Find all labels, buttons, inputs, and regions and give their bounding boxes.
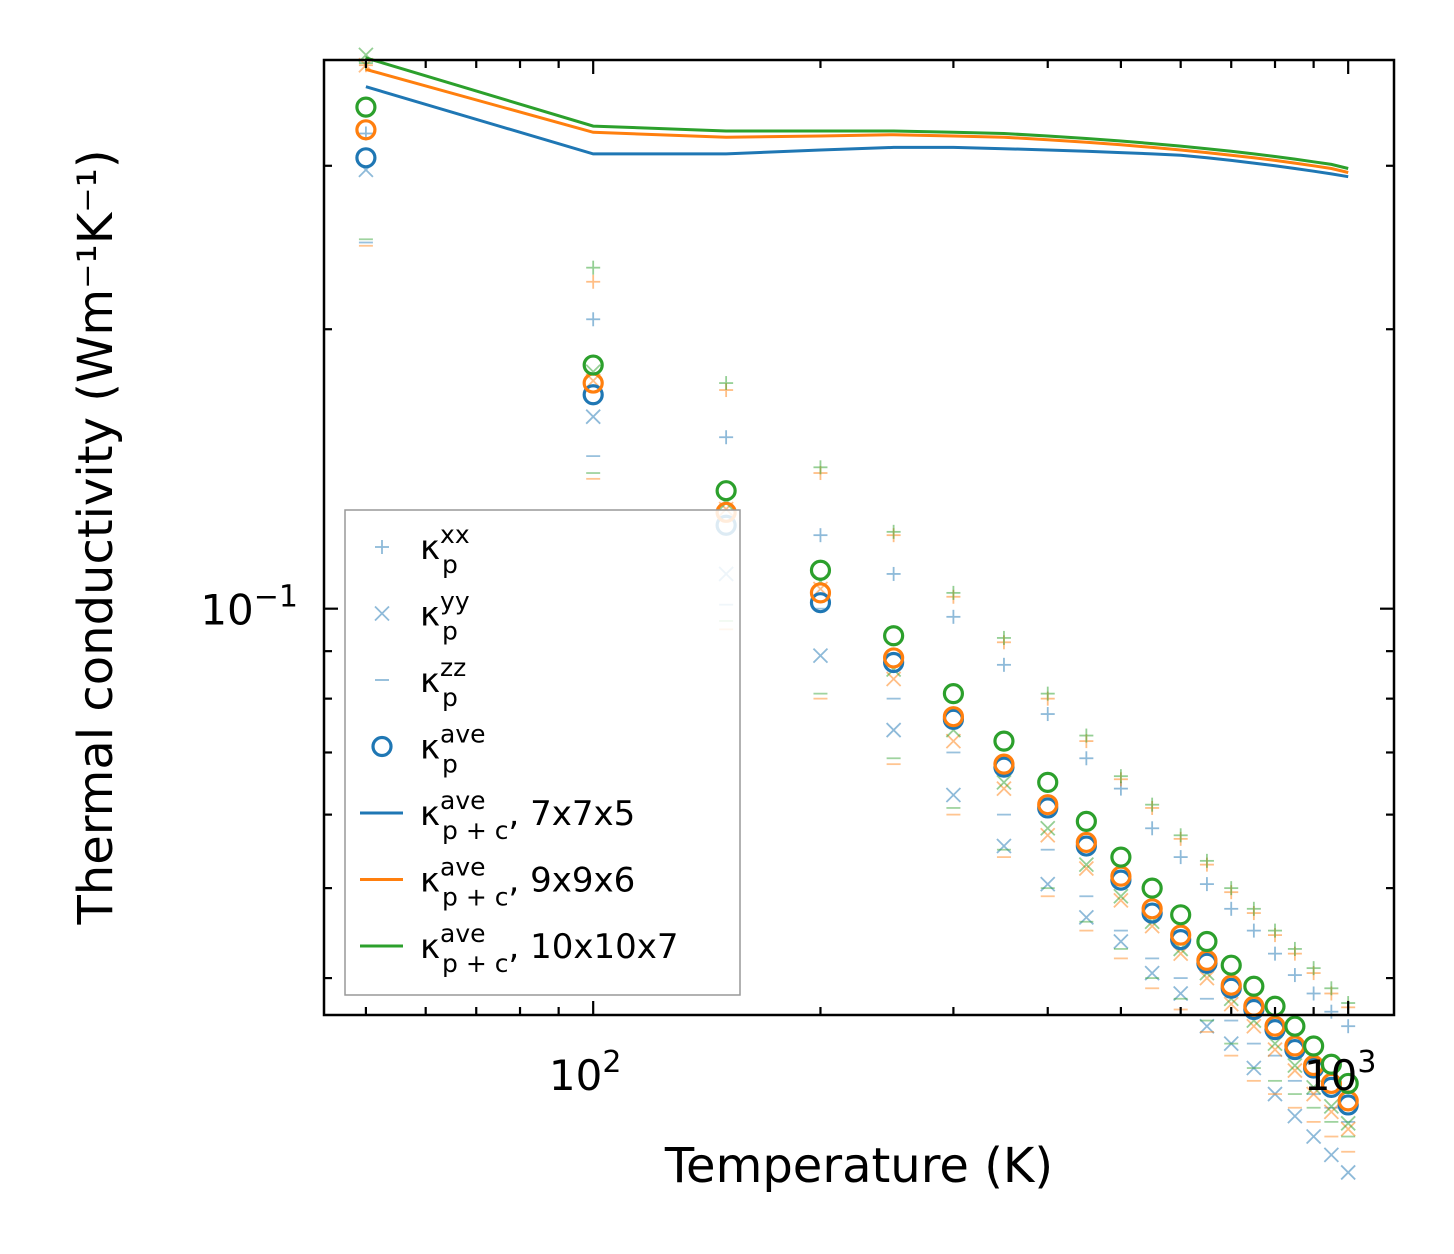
kxx-point xyxy=(1341,1019,1355,1033)
y-axis-title: Thermal conductivity (Wm⁻¹K⁻¹) xyxy=(68,149,124,925)
kave-point xyxy=(1198,932,1216,950)
kxx-point xyxy=(1145,821,1159,835)
kave-point xyxy=(1245,977,1263,995)
kxx-point xyxy=(1145,798,1159,812)
kxx-point xyxy=(997,658,1011,672)
kyy-point xyxy=(1341,1165,1355,1179)
kyy-point xyxy=(887,723,901,737)
kyy-point xyxy=(1041,821,1055,835)
kave-point xyxy=(357,98,375,116)
kxx-point xyxy=(887,525,901,539)
kxx-point xyxy=(1174,850,1188,864)
kxx-point xyxy=(586,261,600,275)
kave-point xyxy=(944,685,962,703)
kxx-point xyxy=(946,586,960,600)
kxx-point xyxy=(887,567,901,581)
kyy-point xyxy=(1288,1109,1302,1123)
kave-point xyxy=(1286,1017,1304,1035)
kxx-point xyxy=(1041,707,1055,721)
kave-point xyxy=(1077,812,1095,830)
kyy-point xyxy=(1324,1148,1338,1162)
kxx-point xyxy=(719,430,733,444)
kyy-point xyxy=(586,410,600,424)
kxx-point xyxy=(586,312,600,326)
kyy-point xyxy=(1041,828,1055,842)
kxx-point xyxy=(1307,986,1321,1000)
kave-point xyxy=(885,627,903,645)
kxx-point xyxy=(1324,1005,1338,1019)
kxx-point xyxy=(946,610,960,624)
kave-point xyxy=(995,732,1013,750)
kave-point xyxy=(1039,773,1057,791)
kxx-point xyxy=(1200,854,1214,868)
kxx-point xyxy=(1079,751,1093,765)
kyy-point xyxy=(946,788,960,802)
kxx-point xyxy=(813,528,827,542)
x-axis-title: Temperature (K) xyxy=(664,1138,1053,1194)
kxx-point xyxy=(1224,902,1238,916)
kave-point xyxy=(357,149,375,167)
kave-point xyxy=(811,561,829,579)
kave-point xyxy=(717,482,735,500)
kxx-point xyxy=(1174,828,1188,842)
kyy-point xyxy=(997,839,1011,853)
kxx-point xyxy=(719,376,733,390)
kxx-point xyxy=(1200,877,1214,891)
legend: κxx p κyy p κzz p κave p κave p + c, 7x7x5 κave p +… xyxy=(345,510,740,995)
kxx-point xyxy=(1247,924,1261,938)
kave-point xyxy=(1222,956,1240,974)
y-tick-label: 10−1 xyxy=(200,580,298,635)
kxx-point xyxy=(1288,968,1302,982)
kave-point xyxy=(584,374,602,392)
kxx-point xyxy=(1114,769,1128,783)
kxx-point xyxy=(1268,947,1282,961)
legend-box xyxy=(345,510,740,995)
x-tick-label: 102 xyxy=(549,1045,622,1100)
kave-point xyxy=(1143,879,1161,897)
x-tick-label: 103 xyxy=(1304,1045,1377,1100)
kxx-point xyxy=(586,275,600,289)
kyy-point xyxy=(813,649,827,663)
kyy-point xyxy=(1307,1130,1321,1144)
thermal-conductivity-chart: 102 103 10−1 Temperature (K) Thermal condu… xyxy=(0,0,1454,1254)
kyy-point xyxy=(1114,934,1128,948)
kave-point xyxy=(1112,848,1130,866)
kyy-point xyxy=(997,782,1011,796)
kave-point xyxy=(1172,906,1190,924)
